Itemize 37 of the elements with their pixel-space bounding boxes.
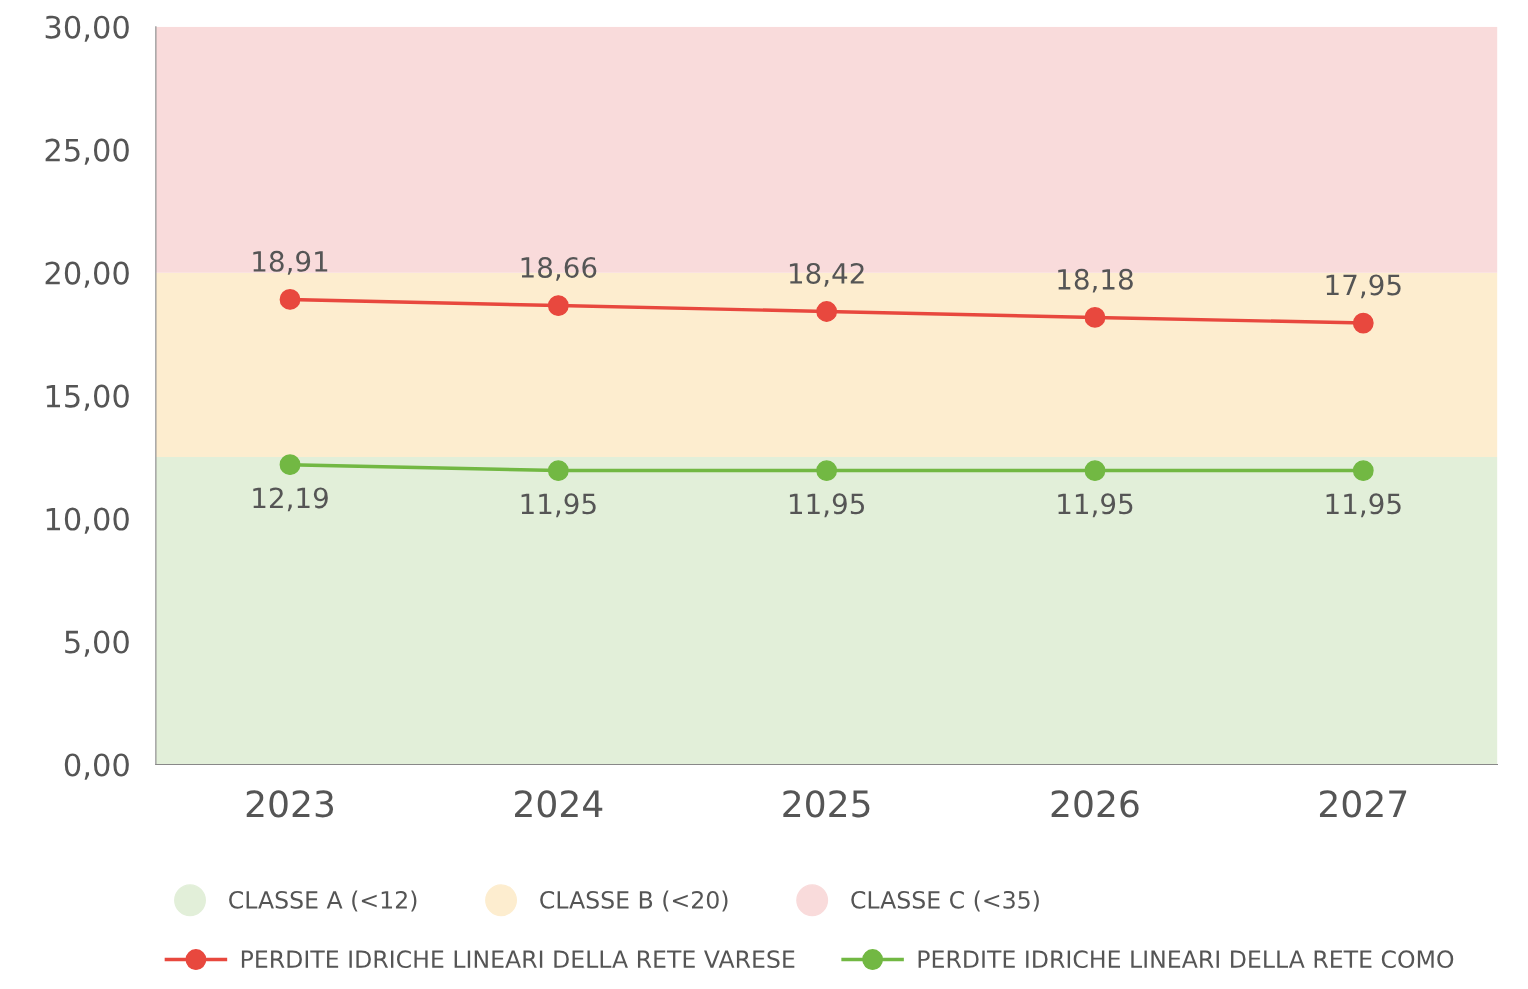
x-tick-label: 2025 [783,790,870,818]
y-tick-label: 30,00 [45,15,129,42]
data-label: 12,19 [253,487,328,512]
point [279,454,301,476]
data-label: 11,95 [1058,493,1133,518]
point [1352,460,1374,482]
data-label: 11,95 [1326,493,1401,518]
legend-label: PERDITE IDRICHE LINEARI DELLA RETE VARESE [241,950,795,969]
legend-label: PERDITE IDRICHE LINEARI DELLA RETE COMO [918,950,1454,969]
data-label: 18,18 [1058,268,1133,293]
data-label: 18,91 [253,250,328,275]
data-label: 18,42 [789,262,864,287]
legend-label: CLASSE C (<35) [851,890,1039,912]
y-tick-label: 20,00 [45,261,129,288]
x-tick-label: 2026 [1051,790,1139,818]
point [816,301,838,322]
y-tick-label: 0,00 [64,753,129,780]
point [547,460,569,482]
x-tick-label: 2027 [1319,790,1407,818]
legend-label: CLASSE B (<20) [540,890,728,912]
y-tick-label: 5,00 [65,630,129,657]
point [1352,312,1374,334]
data-label: 11,95 [521,493,596,518]
point [547,295,569,317]
x-tick-label: 2024 [515,790,603,818]
x-tick-label: 2023 [246,790,334,818]
y-tick-label: 15,00 [46,384,129,411]
point [1084,460,1106,482]
point [1084,306,1106,328]
legend-label: CLASSE A (<12) [229,890,417,912]
point [279,289,301,310]
y-tick-label: 10,00 [46,507,129,534]
point [816,460,838,482]
data-label: 11,95 [789,493,864,518]
data-label: 18,66 [521,256,597,281]
data-label: 17,95 [1326,274,1401,299]
y-tick-label: 25,00 [45,138,129,165]
